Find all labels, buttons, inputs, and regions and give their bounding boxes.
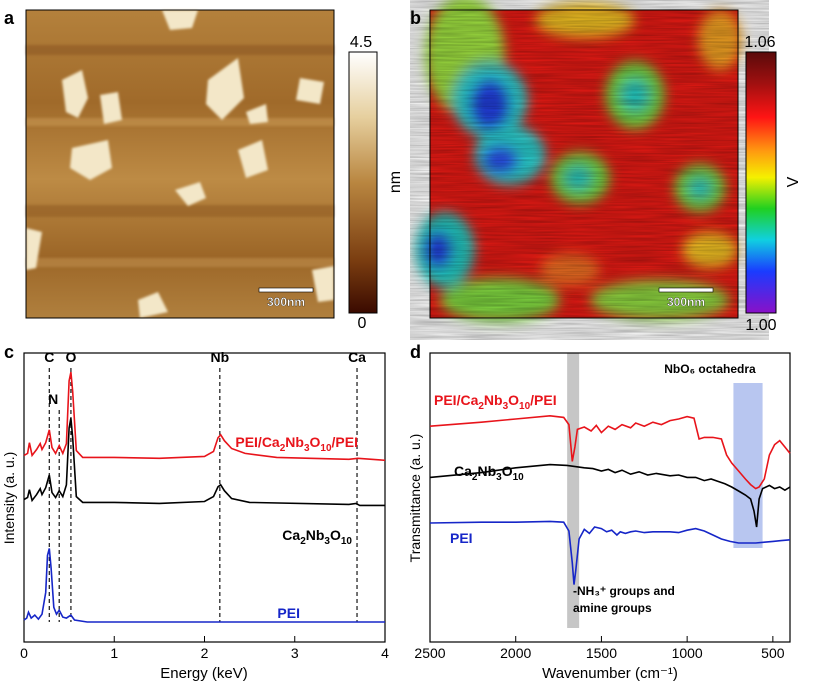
series-line-d-1 (429, 463, 791, 528)
element-marker-label: Nb (211, 349, 230, 365)
series-line-d-0 (429, 414, 791, 490)
series-label-d-1: Ca2​Nb3​O10​ (454, 463, 524, 483)
highlight-band-0 (567, 353, 580, 628)
x-tick-label-c: 1 (110, 645, 118, 661)
x-tick-label-d: 1000 (672, 645, 703, 661)
series-label-d-2: PEI (450, 530, 473, 546)
colorbar-b: 1.06 1.00 V (744, 34, 802, 334)
series-line-c-0 (23, 371, 386, 462)
x-tick-label-d: 2000 (500, 645, 531, 661)
x-axis-label-d: Wavenumber (cm⁻¹) (542, 665, 678, 682)
scale-bar-a-label: 300nm (267, 295, 305, 309)
annotation-nh3-line2: amine groups (573, 601, 652, 615)
colorbar-a: 4.5 0 nm (348, 34, 404, 332)
y-axis-label-c: Intensity (a. u.) (1, 452, 17, 545)
y-axis-label-d: Transmittance (a. u.) (410, 434, 423, 563)
panel-b: 300nm 1.06 1.00 V (415, 0, 802, 334)
element-marker-label: N (48, 391, 58, 407)
x-tick-label-d: 1500 (586, 645, 617, 661)
scale-bar-b (658, 287, 714, 293)
series-label-d-0: PEI/Ca2​Nb3​O10​/PEI (434, 392, 557, 412)
series-label-c-1: Ca2​Nb3​O10​ (282, 527, 352, 547)
element-marker-label: Ca (348, 349, 366, 365)
x-tick-label-c: 3 (291, 645, 299, 661)
series-label-c-0: PEI/Ca2​Nb3​O10​/PEI (235, 434, 358, 454)
x-tick-label-d: 500 (761, 645, 785, 661)
scale-bar-a (258, 287, 314, 293)
scale-bar-b-label: 300nm (667, 295, 705, 309)
series-line-d-2 (429, 520, 791, 585)
x-tick-label-c: 0 (20, 645, 28, 661)
highlight-band-1 (733, 383, 763, 548)
colorbar-b-max: 1.06 (744, 34, 775, 51)
plot-frame-d (429, 352, 791, 643)
x-tick-label-c: 2 (201, 645, 209, 661)
panel-d-letter: d (410, 342, 421, 362)
panel-a-letter: a (4, 8, 15, 28)
panel-d-chart: 2500 2000 1500 1000 500 PEI/Ca2​Nb3​O10​/PEI C… (410, 352, 791, 682)
annotation-nh3-line1: -NH₃⁺ groups and (573, 584, 675, 598)
colorbar-a-max: 4.5 (350, 34, 372, 51)
annotation-nbo6: NbO₆ octahedra (664, 362, 756, 376)
x-tick-label-c: 4 (381, 645, 389, 661)
series-line-c-1 (23, 418, 385, 507)
series-line-c-2 (23, 548, 385, 623)
colorbar-a-min: 0 (358, 315, 367, 332)
panel-b-letter: b (410, 8, 421, 28)
series-label-c-2: PEI (277, 605, 300, 621)
element-marker-label: O (65, 349, 76, 365)
colorbar-b-unit: V (785, 176, 802, 187)
afm-height-image: 300nm (25, 9, 335, 319)
panel-a: 300nm 4.5 0 nm (25, 9, 404, 332)
x-tick-label-d: 2500 (414, 645, 445, 661)
x-axis-label-c: Energy (keV) (160, 665, 248, 682)
colorbar-b-min: 1.00 (745, 317, 776, 334)
panel-c-chart: 0 1 2 3 4 C N O Nb Ca PEI/Ca2​Nb3​O10​/PEI Ca2​Nb3​… (1, 349, 389, 682)
panel-c-letter: c (4, 342, 15, 362)
element-marker-label: C (44, 349, 54, 365)
potential-map-image: 300nm (415, 0, 742, 322)
colorbar-a-unit: nm (387, 171, 404, 193)
